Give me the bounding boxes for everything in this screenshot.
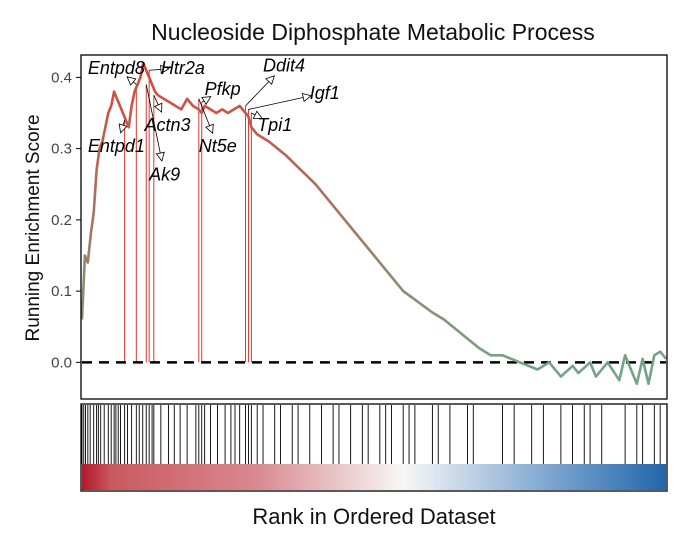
gene-arrow-line	[248, 95, 312, 110]
gene-label-arrows	[118, 64, 312, 162]
rank-heatmap-strip	[82, 464, 666, 490]
gene-label-entpd8: Entpd8	[88, 58, 145, 78]
x-axis-title: Rank in Ordered Dataset	[252, 504, 495, 529]
y-tick-label: 0.3	[51, 141, 72, 158]
y-axis-title: Running Enrichment Score	[23, 114, 44, 341]
upper-panel-frame	[80, 54, 668, 400]
gene-arrow-head	[252, 110, 263, 119]
gene-arrow-head	[301, 92, 312, 103]
gene-label-entpd1: Entpd1	[88, 136, 145, 156]
y-axis: 0.0 0.1 0.2 0.3 0.4	[51, 69, 81, 371]
gene-arrow-head	[201, 96, 212, 106]
gene-label-tpi1: Tpi1	[257, 115, 292, 135]
lower-panel-frame	[80, 403, 668, 492]
gene-arrow-head	[160, 64, 170, 75]
gene-label-ak9: Ak9	[148, 165, 180, 185]
gene-label-igf1: Igf1	[310, 83, 340, 103]
y-tick-label: 0.4	[51, 69, 72, 86]
enrichment-curve	[80, 61, 668, 386]
gene-arrow-line	[145, 84, 163, 162]
gene-label-ddit4: Ddit4	[263, 56, 305, 76]
core-gene-markers	[124, 70, 252, 363]
gene-arrow-head	[153, 102, 163, 113]
gene-label-actn3: Actn3	[143, 115, 190, 135]
chart-title: Nucleoside Diphosphate Metabolic Process	[151, 19, 595, 45]
gene-label-pfkp: Pfkp	[205, 79, 241, 99]
running-es-line	[80, 61, 668, 386]
gene-arrow-head	[265, 75, 276, 86]
gene-arrow-head	[205, 123, 214, 135]
gene-label-nt5e: Nt5e	[199, 136, 237, 156]
gene-label-htr2a: Htr2a	[161, 58, 205, 78]
y-tick-label: 0.0	[51, 354, 72, 371]
y-tick-label: 0.2	[51, 212, 72, 229]
y-tick-label: 0.1	[51, 283, 72, 300]
gene-hit-ticks	[81, 405, 661, 464]
gene-arrow-head	[126, 76, 137, 86]
gene-arrow-head	[118, 123, 128, 134]
gene-arrow-head	[155, 151, 165, 162]
